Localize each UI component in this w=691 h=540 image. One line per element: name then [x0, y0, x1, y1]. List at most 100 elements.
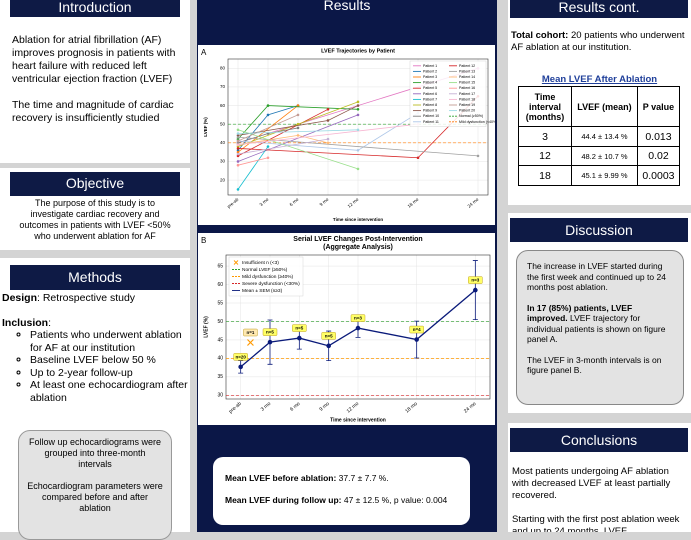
data-point	[236, 141, 240, 145]
legend-label: Patient 19	[459, 103, 475, 107]
data-point	[236, 145, 240, 148]
legend-label: Patient 1	[423, 64, 437, 68]
series-line	[237, 123, 419, 146]
section-header: Results cont.	[510, 0, 688, 18]
legend-label: Patient 17	[459, 92, 475, 96]
data-point	[297, 335, 302, 341]
y-tick-label: 30	[220, 159, 226, 164]
legend-label: Patient 6	[423, 92, 437, 96]
legend-label: Normal LVEF (≥50%)	[242, 267, 288, 273]
data-point	[236, 188, 240, 191]
insufficient-marker	[247, 339, 254, 346]
data-point	[326, 137, 330, 141]
series-line	[237, 138, 329, 155]
cohort-text: Total cohort: 20 patients who underwent …	[511, 30, 689, 54]
legend-label: Patient 4	[423, 81, 437, 85]
note: Echocardiogram parameters were compared …	[27, 481, 163, 513]
legend-label: Patient 18	[459, 97, 475, 101]
data-point	[296, 122, 300, 126]
legend-label: Patient 8	[423, 103, 437, 107]
plot-frame	[227, 58, 489, 196]
paragraph: The LVEF in 3-month intervals is on figu…	[527, 354, 662, 376]
data-point	[296, 104, 300, 107]
data-point	[266, 113, 270, 117]
bullet: Baseline LVEF below 50 %	[30, 354, 188, 367]
data-point	[296, 113, 300, 117]
data-point	[296, 126, 300, 130]
data-point	[236, 139, 240, 143]
data-point	[236, 150, 240, 154]
table-row: 3 44.4 ± 13.4 % 0.013	[518, 126, 681, 147]
table-title: Mean LVEF After Ablation	[541, 74, 658, 85]
paragraph: Ablation for atrial fibrillation (AF) im…	[12, 34, 176, 85]
data-point	[236, 137, 240, 141]
legend-label: Insufficient n (<3)	[242, 260, 279, 266]
y-tick-label: 50	[217, 319, 223, 325]
legend-label: Patient 9	[423, 109, 437, 113]
data-point	[266, 145, 270, 148]
summary: Mean LVEF before ablation: 37.7 ± 7.7 %.	[225, 473, 458, 484]
point-label-box	[468, 276, 483, 284]
cell: 12	[518, 145, 572, 167]
bullet: Up to 2-year follow-up	[30, 367, 188, 380]
series-line	[237, 129, 359, 134]
summary: Mean LVEF during follow up: 47 ± 12.5 %,…	[225, 495, 458, 506]
data-point	[476, 154, 480, 158]
y-axis-label: LVEF (%)	[203, 316, 209, 338]
point-label-box	[233, 353, 248, 361]
label: Mean LVEF before ablation:	[225, 473, 337, 483]
x-tick-label: 24 mo	[467, 197, 480, 209]
series-line	[237, 105, 299, 153]
point-label-box	[321, 332, 336, 340]
note-box: Follow up echocardiograms were grouped i…	[18, 430, 172, 540]
data-point	[236, 128, 240, 132]
data-point	[236, 163, 240, 167]
data-point	[473, 287, 478, 293]
x-tick-label: 6 mo	[289, 197, 300, 208]
inclusion: Inclusion:	[2, 317, 188, 330]
data-point	[326, 343, 331, 349]
intro-text: Ablation for atrial fibrillation (AF) im…	[12, 34, 184, 125]
data-point	[356, 104, 360, 107]
panel-letter: A	[201, 48, 207, 57]
section-header: Conclusions	[510, 428, 688, 452]
objective-text: The purpose of this study is to investig…	[19, 198, 171, 241]
data-point	[326, 119, 330, 122]
text: LVEF trajectory for individual patients …	[527, 313, 666, 344]
y-tick-label: 60	[217, 282, 223, 288]
legend-label: Patient 3	[423, 75, 437, 79]
label: Mean LVEF during follow up:	[225, 495, 342, 505]
point-label: n=5	[266, 330, 274, 335]
paragraph: The increase in LVEF started during the …	[527, 261, 666, 292]
cell: 3	[518, 126, 572, 147]
text: : Retrospective study	[37, 292, 136, 304]
legend-label: Patient 7	[423, 97, 437, 101]
label: Design	[2, 292, 38, 304]
cell: 48.2 ± 10.7 %	[571, 145, 638, 167]
section-header: Objective	[10, 172, 180, 196]
emphasis: In 17 (85%) patients, LVEF improved.	[527, 302, 633, 324]
y-tick-label: 55	[217, 300, 223, 306]
header-cell: LVEF (mean)	[571, 85, 638, 128]
data-point	[296, 134, 300, 137]
note: Follow up echocardiograms were grouped i…	[28, 437, 162, 469]
y-tick-label: 70	[220, 84, 226, 89]
y-tick-label: 30	[217, 393, 223, 399]
legend-label: Mean ± SEM (n≥3)	[242, 288, 283, 294]
text: 47 ± 12.5 %, p value: 0.004	[343, 495, 448, 505]
label: Inclusion	[2, 316, 49, 329]
legend-box	[228, 256, 304, 297]
data-point	[236, 154, 240, 158]
bullet: At least one echocardiogram after ablati…	[30, 379, 188, 404]
data-point	[236, 135, 240, 139]
summary-box: Mean LVEF before ablation: 37.7 ± 7.7 %.…	[213, 457, 470, 525]
table-header: Time interval (months) LVEF (mean) P value	[518, 85, 681, 128]
x-tick-label: 9 mo	[318, 401, 331, 413]
point-label: n=20	[235, 354, 246, 359]
section-header: Introduction	[10, 0, 180, 17]
series-line	[237, 157, 269, 166]
data-point	[236, 148, 240, 152]
cell: 18	[518, 165, 572, 186]
point-label: n=4	[413, 327, 421, 332]
data-point	[236, 147, 240, 150]
